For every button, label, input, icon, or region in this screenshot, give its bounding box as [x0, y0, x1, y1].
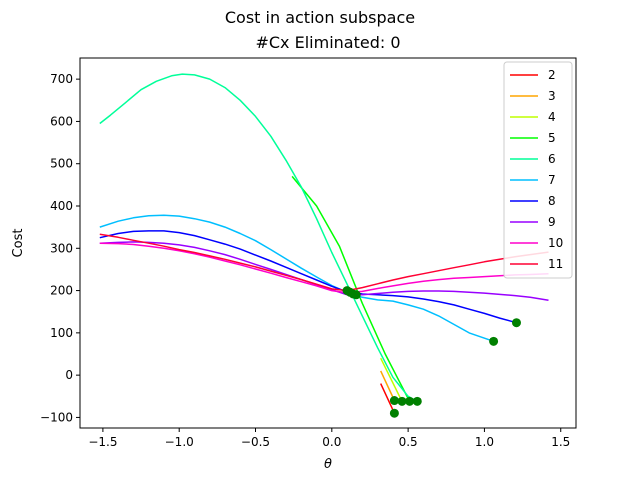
end-marker-8: [511, 318, 521, 328]
legend-label-5: 5: [548, 131, 556, 145]
end-marker-7: [489, 336, 499, 346]
x-tick-label: 0.0: [322, 435, 341, 449]
end-marker-5: [405, 396, 415, 406]
chart-title: #Cx Eliminated: 0: [255, 33, 401, 52]
y-tick-label: 100: [50, 326, 73, 340]
series-line-7: [99, 214, 494, 343]
legend-label-4: 4: [548, 110, 556, 124]
x-tick-label: −0.5: [241, 435, 270, 449]
y-tick-label: 0: [65, 368, 73, 382]
axis-ticks: −1.5 −1.0 −0.5 0.0 0.5 1.0 1.5 −100 0 100 200 300 40…: [40, 72, 570, 449]
y-axis-label: Cost: [11, 229, 26, 258]
series-line-3: [380, 370, 396, 401]
legend-label-2: 2: [548, 68, 556, 82]
series-line-10: [99, 242, 549, 294]
series-line-8: [99, 230, 517, 324]
y-tick-label: 700: [50, 72, 73, 86]
x-tick-label: 1.5: [551, 435, 570, 449]
series-line-4: [380, 357, 403, 402]
figure-suptitle: Cost in action subspace: [224, 8, 416, 27]
end-marker-2: [389, 408, 399, 418]
y-tick-label: 200: [50, 284, 73, 298]
legend-label-7: 7: [548, 173, 556, 187]
y-tick-label: 300: [50, 241, 73, 255]
legend-label-3: 3: [548, 89, 556, 103]
y-tick-label: 400: [50, 199, 73, 213]
plot-marks: [99, 73, 549, 418]
x-tick-label: −1.0: [165, 435, 194, 449]
series-line-6: [99, 73, 418, 403]
series-line-5: [291, 175, 411, 402]
end-marker-6: [412, 396, 422, 406]
end-marker-4: [397, 396, 407, 406]
end-marker-3: [389, 396, 399, 406]
x-axis-label: θ: [324, 457, 332, 472]
legend-label-10: 10: [548, 236, 563, 250]
legend-label-8: 8: [548, 194, 556, 208]
y-tick-label: 600: [50, 114, 73, 128]
legend-label-6: 6: [548, 152, 556, 166]
x-tick-label: 0.5: [399, 435, 418, 449]
legend-label-11: 11: [548, 257, 563, 271]
series-line-2: [380, 383, 396, 414]
y-tick-label: −100: [40, 410, 73, 424]
legend-box: [503, 61, 573, 279]
legend: 2 3 4 5 6 7 8 9 10 11: [503, 61, 573, 279]
x-tick-label: −1.5: [88, 435, 117, 449]
axes-frame: [79, 57, 577, 429]
y-tick-label: 500: [50, 157, 73, 171]
series-line-11: [99, 233, 549, 292]
center-marker-3: [351, 290, 361, 300]
legend-label-9: 9: [548, 215, 556, 229]
series-line-9: [99, 241, 549, 302]
x-tick-label: 1.0: [475, 435, 494, 449]
